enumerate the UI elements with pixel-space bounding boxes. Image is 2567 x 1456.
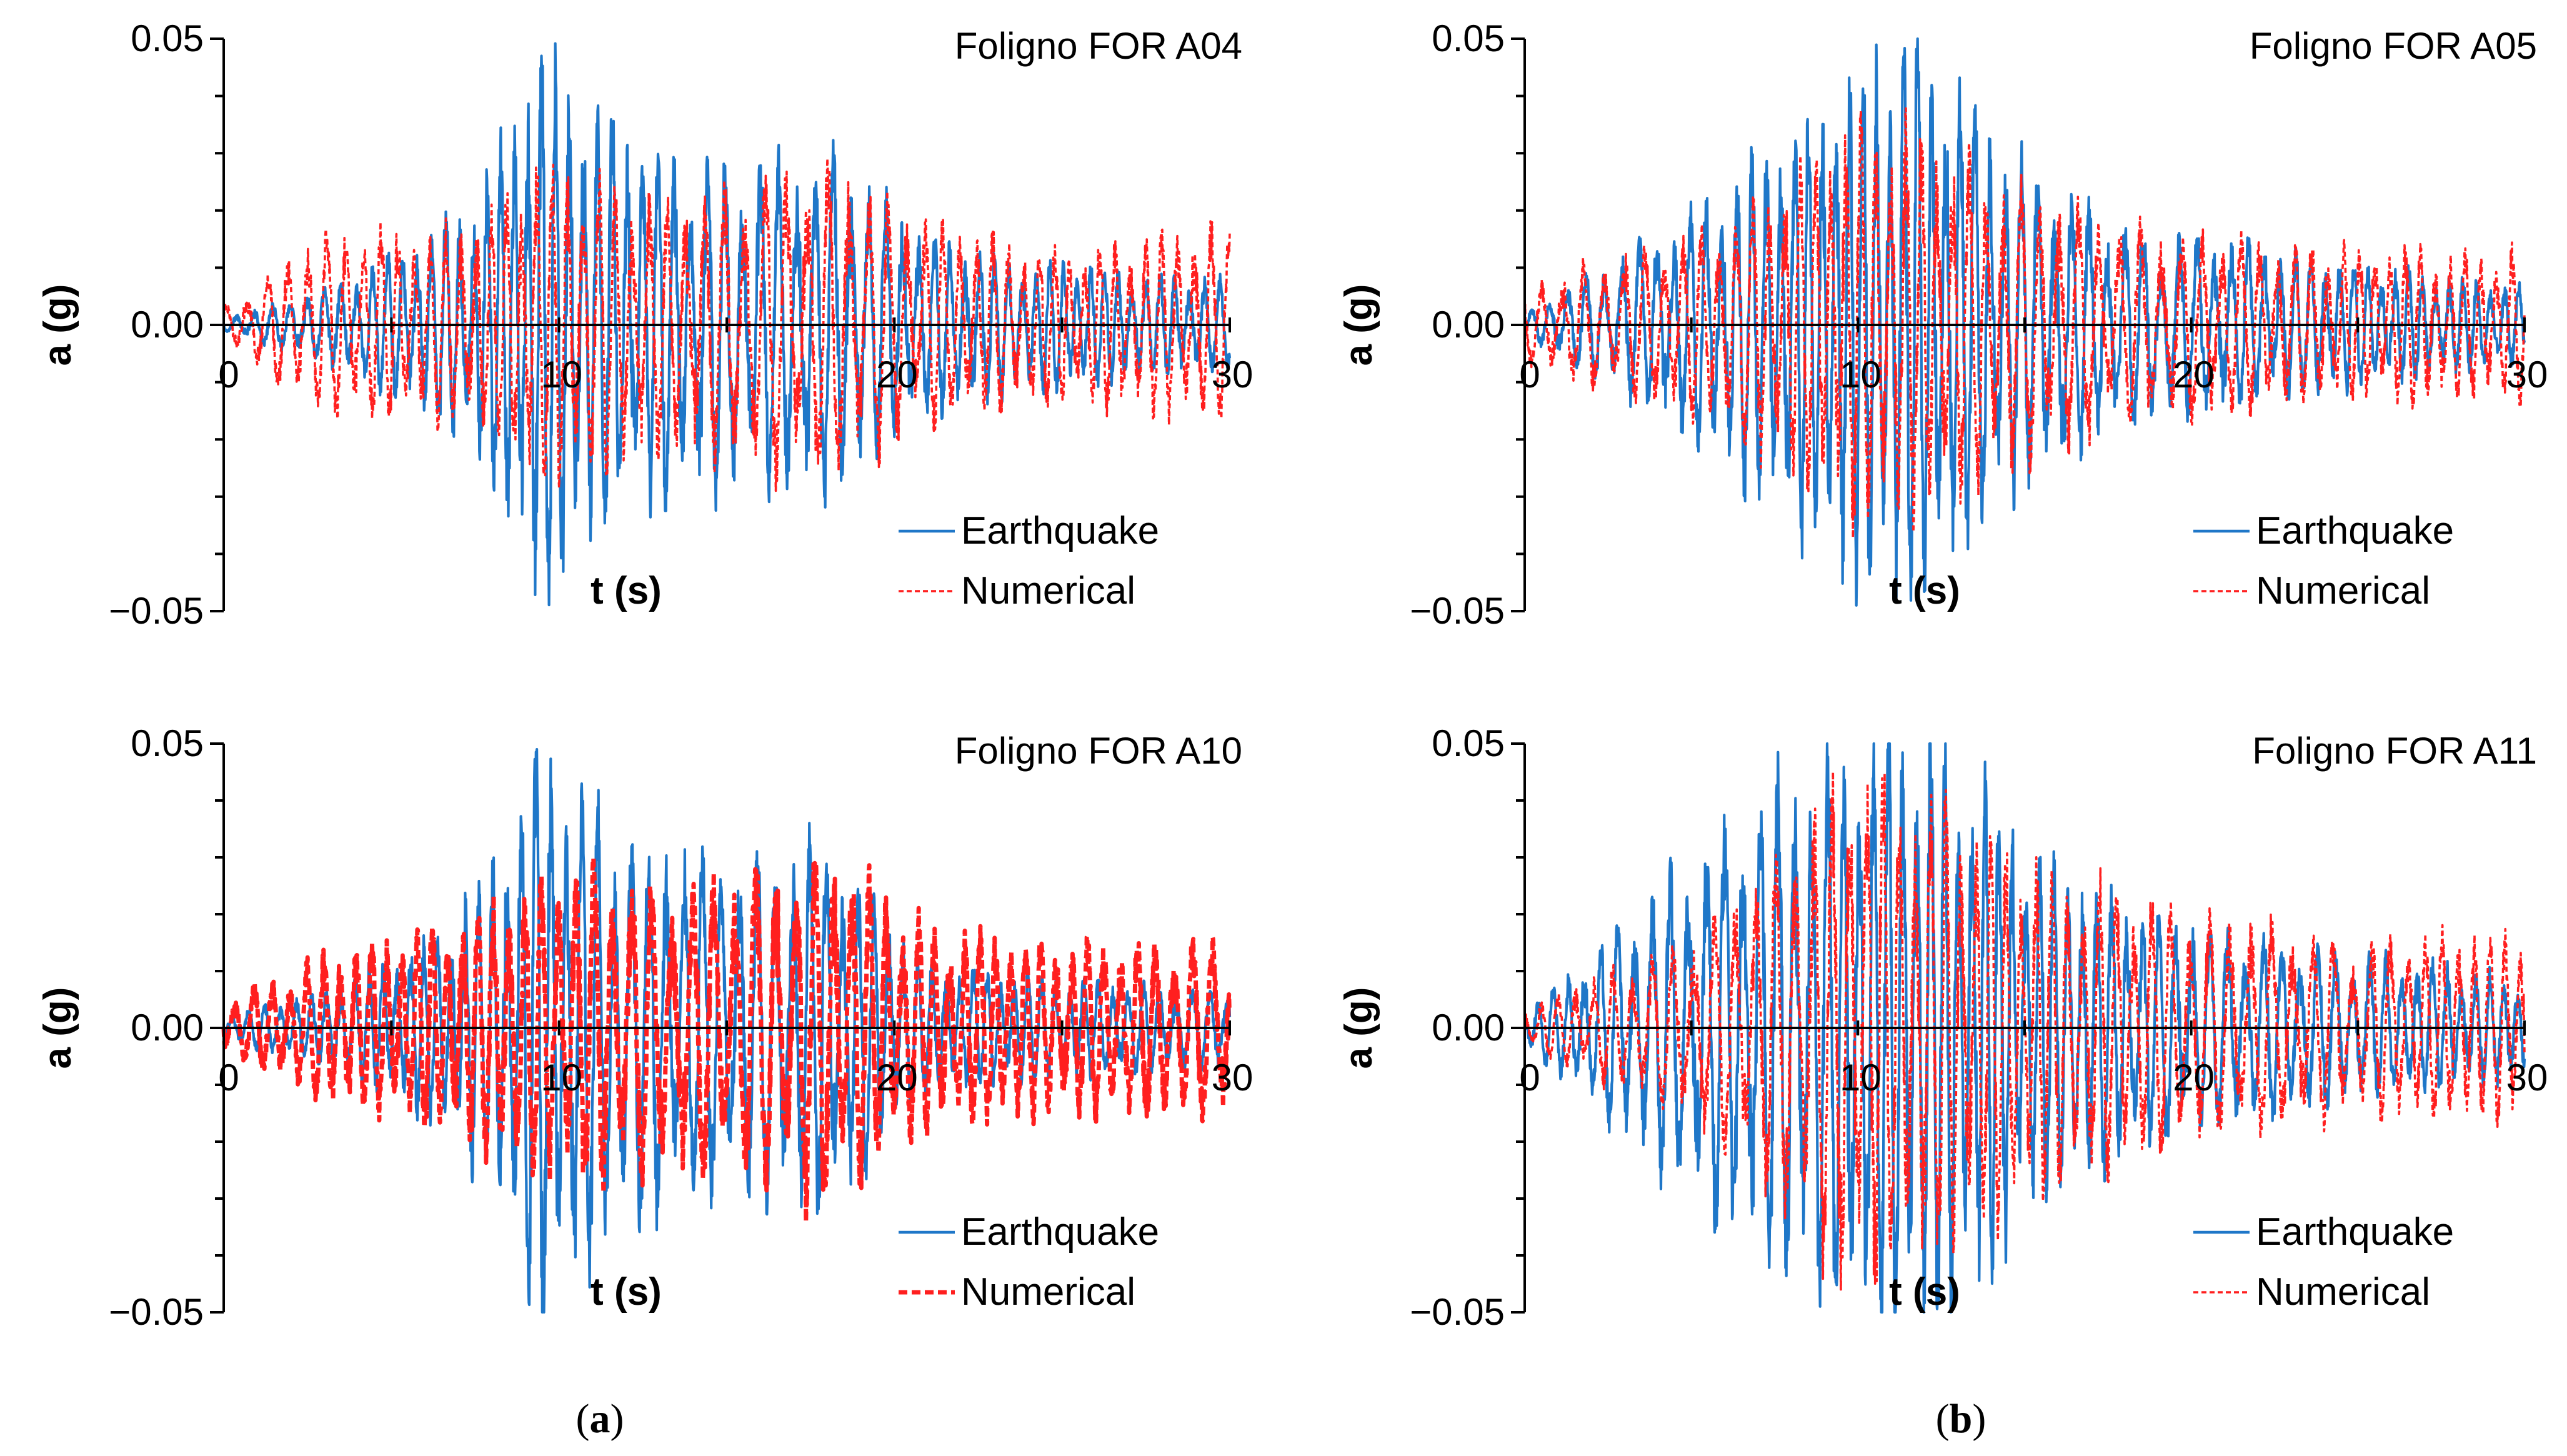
- x-tick-label: 20: [2173, 354, 2215, 396]
- x-ticks-a05: 0 10 20 30: [1519, 317, 2548, 396]
- panel-title-a11: Foligno FOR A11: [2252, 730, 2537, 772]
- caption-b-close: ): [1972, 1396, 1986, 1442]
- x-ticks-a10: 0 10 20 30: [218, 1020, 1253, 1099]
- legend-label-earthquake-a05: Earthquake: [2256, 509, 2454, 552]
- x-tick-label: 20: [2173, 1057, 2215, 1099]
- caption-a-letter: a: [590, 1396, 611, 1442]
- y-tick-label: 0.00: [131, 304, 204, 346]
- x-tick-label: 20: [876, 354, 918, 396]
- legend-label-numerical-a10: Numerical: [961, 1270, 1135, 1314]
- x-tick-label: 30: [1212, 1057, 1254, 1099]
- x-ticks-a04: 0 10 20 30: [218, 317, 1253, 396]
- legend-label-numerical-a11: Numerical: [2256, 1270, 2430, 1314]
- x-tick-label: 0: [218, 1057, 239, 1099]
- caption-b-open: (: [1936, 1396, 1950, 1442]
- panel-a05: 0.05 0.00 −0.05 0 10 20 30 Foligno FOR A05 t …: [1337, 17, 2548, 632]
- numerical-line-a05: [1523, 107, 2526, 539]
- x-axis-label-a10: t (s): [591, 1270, 662, 1314]
- y-tick-label: −0.05: [1410, 590, 1505, 632]
- y-ticks-a11: 0.05 0.00 −0.05: [1410, 722, 1525, 1333]
- legend-label-numerical-a05: Numerical: [2256, 569, 2430, 612]
- y-tick-label: −0.05: [109, 590, 204, 632]
- y-ticks-a04: 0.05 0.00 −0.05: [109, 17, 224, 632]
- x-tick-label: 30: [1212, 354, 1254, 396]
- x-tick-label: 0: [218, 354, 239, 396]
- caption-b: (b): [1936, 1396, 1986, 1442]
- y-axis-label-a10: a (g): [36, 987, 79, 1069]
- x-tick-label: 10: [541, 354, 582, 396]
- y-tick-label: 0.05: [1432, 17, 1505, 59]
- x-tick-label: 0: [1519, 354, 1540, 396]
- y-axis-label-a05: a (g): [1337, 284, 1380, 366]
- y-axis-label-a11: a (g): [1337, 987, 1380, 1069]
- x-tick-label: 10: [541, 1057, 582, 1099]
- panel-title-a04: Foligno FOR A04: [955, 25, 1242, 67]
- numerical-trace-a10: [221, 855, 1232, 1224]
- numerical-line-a04: [222, 157, 1231, 492]
- numerical-trace-a05: [1523, 107, 2526, 539]
- y-tick-label: 0.00: [1432, 1007, 1505, 1049]
- numerical-trace-a11: [1523, 770, 2526, 1291]
- numerical-line-a11: [1523, 770, 2526, 1291]
- panel-a10: 0.05 0.00 −0.05 0 10 20 30 Foligno FOR A10 t …: [36, 722, 1253, 1333]
- x-tick-label: 10: [1840, 1057, 1882, 1099]
- caption-b-letter: b: [1950, 1396, 1973, 1442]
- y-tick-label: 0.05: [131, 722, 204, 764]
- x-tick-label: 10: [1840, 354, 1882, 396]
- caption-a-open: (: [576, 1396, 590, 1442]
- caption-a: (a): [576, 1396, 624, 1442]
- y-ticks-a05: 0.05 0.00 −0.05: [1410, 17, 1525, 632]
- y-tick-label: 0.05: [1432, 722, 1505, 764]
- legend-label-earthquake-a10: Earthquake: [961, 1210, 1159, 1254]
- x-tick-label: 0: [1519, 1057, 1540, 1099]
- x-tick-label: 30: [2506, 354, 2548, 396]
- legend-label-earthquake-a04: Earthquake: [961, 509, 1159, 552]
- y-axis-label-a04: a (g): [36, 284, 79, 366]
- x-tick-label: 30: [2506, 1057, 2548, 1099]
- panel-a11: 0.05 0.00 −0.05 0 10 20 30 Foligno FOR A11 t …: [1337, 722, 2548, 1333]
- y-tick-label: 0.05: [131, 17, 204, 59]
- x-axis-label-a11: t (s): [1889, 1270, 1960, 1314]
- y-tick-label: −0.05: [1410, 1291, 1505, 1333]
- y-tick-label: 0.00: [1432, 304, 1505, 346]
- x-axis-label-a05: t (s): [1889, 569, 1960, 612]
- x-axis-label-a04: t (s): [591, 569, 662, 612]
- caption-a-close: ): [611, 1396, 624, 1442]
- panel-a04: 0.05 0.00 −0.05 0 10 20 30 Foligno FOR A04 t …: [36, 17, 1253, 632]
- x-ticks-a11: 0 10 20 30: [1519, 1020, 2548, 1099]
- panel-title-a10: Foligno FOR A10: [955, 730, 1242, 772]
- numerical-line-a10: [221, 855, 1232, 1224]
- numerical-trace-a04: [222, 157, 1231, 492]
- y-ticks-a10: 0.05 0.00 −0.05: [109, 722, 224, 1333]
- y-tick-label: 0.00: [131, 1007, 204, 1049]
- panel-title-a05: Foligno FOR A05: [2250, 25, 2537, 67]
- legend-label-earthquake-a11: Earthquake: [2256, 1210, 2454, 1254]
- legend-label-numerical-a04: Numerical: [961, 569, 1135, 612]
- y-tick-label: −0.05: [109, 1291, 204, 1333]
- x-tick-label: 20: [876, 1057, 918, 1099]
